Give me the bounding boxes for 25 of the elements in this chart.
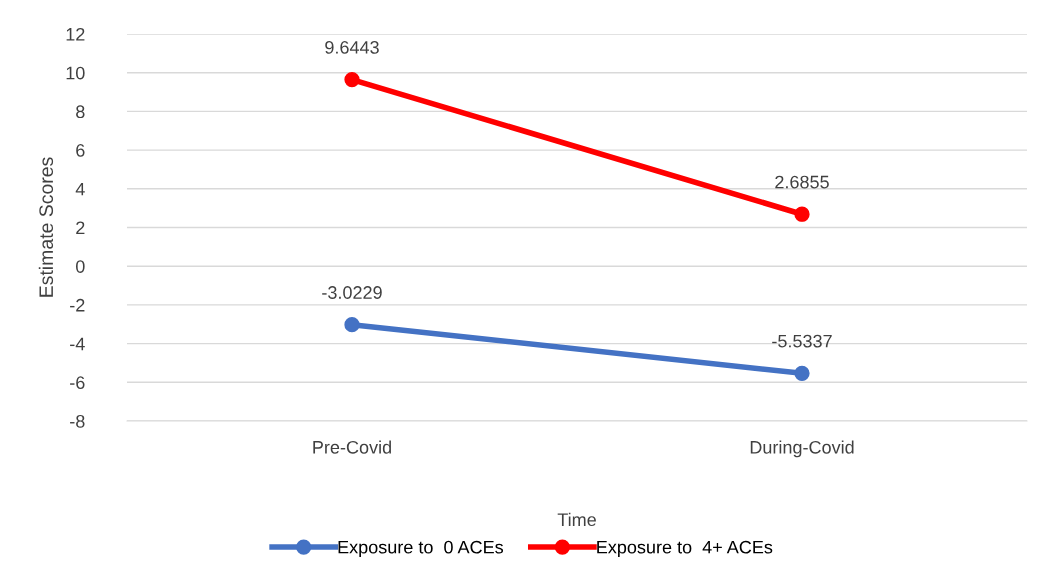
data-label: -5.5337 (772, 334, 832, 348)
legend-label: Exposure to 0 ACEs (338, 540, 504, 558)
data-label: -3.0229 (322, 286, 382, 299)
legend-label: Exposure to 4+ ACEs (597, 540, 773, 558)
data-label: 9.6443 (325, 41, 379, 54)
y-tick-label: -6 (70, 376, 85, 390)
point (794, 206, 810, 222)
point (344, 317, 360, 333)
y-tick-label: -4 (70, 337, 85, 351)
y-tick-label: 10 (66, 66, 85, 80)
y-tick-label: 8 (76, 105, 85, 119)
y-tick-label: -2 (70, 298, 85, 312)
x-axis-title: Time (557, 512, 596, 527)
y-axis-title: Estimate Scores (38, 157, 54, 297)
y-tick-label: 0 (76, 260, 85, 273)
point (794, 365, 810, 381)
y-tick-label: -8 (70, 414, 85, 428)
data-label: 2.6855 (775, 175, 829, 189)
x-tick-label: During-Covid (750, 440, 854, 458)
y-tick-label: 2 (76, 221, 85, 235)
y-tick-label: 6 (76, 144, 85, 157)
y-tick-label: 4 (75, 182, 85, 196)
y-tick-label: 12 (66, 27, 85, 41)
point (344, 71, 360, 88)
x-tick-label: Pre-Covid (313, 440, 391, 454)
